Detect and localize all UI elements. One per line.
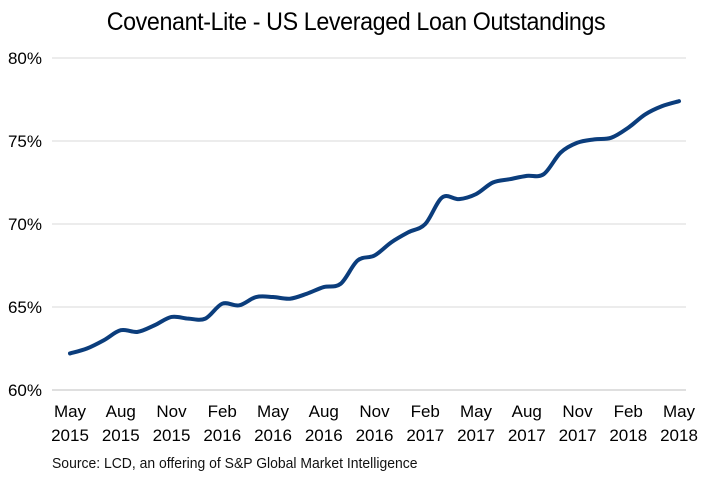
x-tick-label: May 2016 [254, 402, 292, 445]
x-tick-label: Feb 2017 [406, 402, 444, 445]
x-tick-label: May 2015 [51, 402, 89, 445]
series-line [68, 99, 681, 356]
x-tick-label: Feb 2016 [203, 402, 241, 445]
y-tick-label: 60% [8, 381, 42, 400]
y-tick-label: 75% [8, 132, 42, 151]
y-tick-label: 70% [8, 215, 42, 234]
x-axis-ticks: May 2015 Aug 2015 Nov 2015 Feb 2016 May 2016 Aug 20… [51, 402, 698, 445]
x-tick-label: Aug 2015 [102, 402, 140, 445]
x-tick-label: Feb 2018 [609, 402, 647, 445]
y-tick-label: 65% [8, 298, 42, 317]
x-tick-label: Nov 2015 [153, 402, 191, 445]
x-tick-label: Aug 2017 [508, 402, 546, 445]
x-tick-label: Aug 2016 [305, 402, 343, 445]
x-tick-label: May 2017 [457, 402, 495, 445]
x-tick-label: May 2018 [660, 402, 698, 445]
x-tick-label: Nov 2017 [559, 402, 597, 445]
chart-title: Covenant-Lite - US Leveraged Loan Outsta… [106, 8, 606, 36]
y-tick-label: 80% [8, 49, 42, 68]
y-axis-ticks: 60% 65% 70% 75% 80% [8, 49, 42, 400]
gridlines [52, 57, 686, 308]
source-note: Source: LCD, an offering of S&P Global M… [52, 455, 418, 472]
x-tick-label: Nov 2016 [356, 402, 394, 445]
